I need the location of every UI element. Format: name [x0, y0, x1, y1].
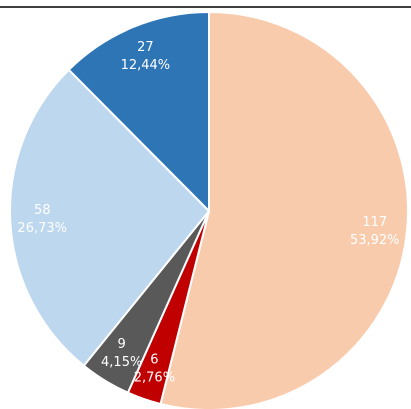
- share-label: 4,15%: [101, 355, 142, 370]
- value-label: 9: [118, 337, 126, 352]
- value-label: 27: [137, 40, 154, 55]
- pie-slice: [9, 68, 211, 368]
- share-label: 26,73%: [17, 221, 67, 236]
- share-label: 2,76%: [134, 370, 175, 385]
- pie-slice: [67, 10, 210, 214]
- share-label: 12,44%: [121, 58, 171, 73]
- value-label: 58: [34, 203, 51, 218]
- share-label: 53,92%: [350, 233, 400, 248]
- value-label: 6: [150, 352, 158, 367]
- pie-slice: [159, 10, 409, 409]
- value-label: 117: [362, 215, 387, 230]
